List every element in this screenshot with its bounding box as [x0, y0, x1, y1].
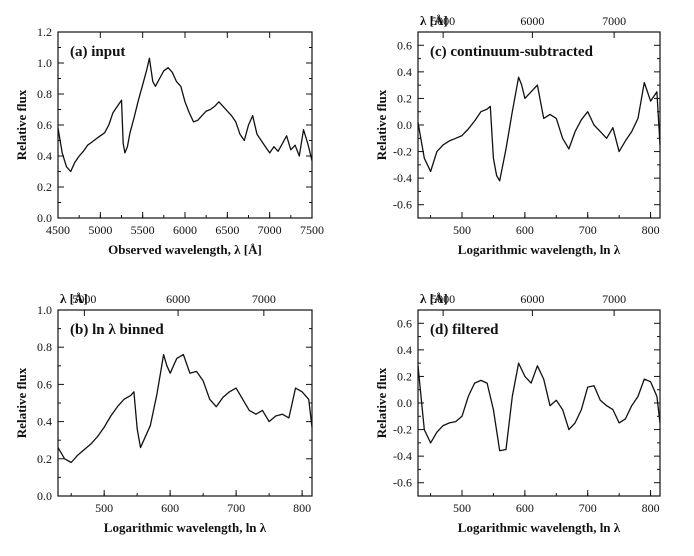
y-tick-label-b: 0.0 — [37, 489, 52, 503]
top-axis-label-c: λ [Å] — [420, 13, 448, 28]
y-tick-label-b: 0.2 — [37, 452, 52, 466]
x-tick-label-b: 700 — [227, 501, 245, 515]
top-tick-label-d: 5000 — [431, 292, 455, 306]
x-tick-label-c: 500 — [453, 223, 471, 237]
y-tick-label-d: -0.4 — [393, 449, 412, 463]
top-tick-label-b: 7000 — [252, 292, 276, 306]
y-tick-label-a: 0.4 — [37, 149, 52, 163]
y-tick-label-b: 1.0 — [37, 303, 52, 317]
y-tick-label-b: 0.8 — [37, 340, 52, 354]
x-tick-label-c: 600 — [516, 223, 534, 237]
y-axis-label-c: Relative flux — [374, 89, 389, 160]
top-tick-label-c: 6000 — [520, 14, 544, 28]
panel-title-c: (c) continuum-subtracted — [430, 44, 594, 60]
top-axis-label-b: λ [Å] — [60, 291, 88, 306]
y-tick-label-b: 0.6 — [37, 377, 52, 391]
x-tick-label-d: 500 — [453, 501, 471, 515]
x-axis-label-a: Observed wavelength, λ [Å] — [108, 242, 262, 257]
top-tick-label-b: 6000 — [166, 292, 190, 306]
top-tick-label-c: 5000 — [431, 14, 455, 28]
y-axis-label-a: Relative flux — [14, 89, 29, 160]
panel-d: -0.6 -0.4 -0.2 0.0 0.2 0.4 0.6 500 600 700 800 λ [Å… — [374, 291, 661, 535]
y-tick-label-a: 1.0 — [37, 56, 52, 70]
top-tick-label-d: 6000 — [520, 292, 544, 306]
y-tick-label-c: 0.0 — [397, 118, 412, 132]
y-tick-label-b: 0.4 — [37, 415, 52, 429]
x-tick-label-a: 5000 — [88, 223, 112, 237]
y-tick-label-c: 0.4 — [397, 65, 412, 79]
spectrum-line-b — [57, 353, 313, 464]
top-tick-label-c: 7000 — [602, 14, 626, 28]
panel-b: 0.0 0.2 0.4 0.6 0.8 1.0 500 600 700 800 λ [Å]5000 6… — [14, 291, 313, 535]
x-axis-label-b: Logarithmic wavelength, ln λ — [104, 520, 267, 535]
y-tick-label-c: -0.4 — [393, 171, 412, 185]
y-axis-label-d: Relative flux — [374, 367, 389, 438]
y-tick-label-a: 0.2 — [37, 180, 52, 194]
x-tick-label-d: 600 — [516, 501, 534, 515]
y-tick-label-a: 1.2 — [37, 25, 52, 39]
x-tick-label-c: 800 — [642, 223, 660, 237]
y-tick-label-a: 0.6 — [37, 118, 52, 132]
y-axis-label-b: Relative flux — [14, 367, 29, 438]
x-tick-label-b: 500 — [95, 501, 113, 515]
x-tick-label-a: 4500 — [46, 223, 70, 237]
x-tick-label-a: 7500 — [300, 223, 324, 237]
y-tick-label-d: 0.0 — [397, 396, 412, 410]
spectrum-line-d — [417, 362, 661, 452]
y-tick-label-c: -0.2 — [393, 145, 412, 159]
x-tick-label-d: 700 — [579, 501, 597, 515]
y-tick-label-c: 0.6 — [397, 38, 412, 52]
x-axis-label-d: Logarithmic wavelength, ln λ — [458, 520, 621, 535]
panel-c: -0.6 -0.4 -0.2 0.0 0.2 0.4 0.6 500 600 700 800 λ [Å… — [374, 13, 661, 257]
top-tick-label-d: 7000 — [602, 292, 626, 306]
x-tick-label-b: 600 — [161, 501, 179, 515]
y-tick-label-a: 0.0 — [37, 211, 52, 225]
spectrum-line-a — [57, 57, 313, 173]
top-tick-label-b: 5000 — [72, 292, 96, 306]
top-axis-label-d: λ [Å] — [420, 291, 448, 306]
x-tick-label-c: 700 — [579, 223, 597, 237]
x-tick-label-a: 6500 — [215, 223, 239, 237]
y-tick-label-c: 0.2 — [397, 91, 412, 105]
x-tick-label-a: 5500 — [131, 223, 155, 237]
y-tick-label-d: -0.6 — [393, 476, 412, 490]
x-tick-label-b: 800 — [293, 501, 311, 515]
panel-title-a: (a) input — [70, 44, 125, 60]
spectrum-line-c — [417, 76, 661, 182]
y-tick-label-d: -0.2 — [393, 423, 412, 437]
y-tick-label-d: 0.4 — [397, 343, 412, 357]
panel-a: 0.0 0.2 0.4 0.6 0.8 1.0 1.2 4500 5000 5500 6000 650… — [14, 25, 324, 257]
panel-title-b: (b) ln λ binned — [70, 322, 164, 338]
y-tick-label-d: 0.2 — [397, 369, 412, 383]
x-tick-label-a: 6000 — [173, 223, 197, 237]
y-tick-label-a: 0.8 — [37, 87, 52, 101]
x-tick-label-a: 7000 — [258, 223, 282, 237]
x-axis-label-c: Logarithmic wavelength, ln λ — [458, 242, 621, 257]
panel-title-d: (d) filtered — [430, 322, 499, 338]
x-tick-label-d: 800 — [642, 501, 660, 515]
y-tick-label-d: 0.6 — [397, 316, 412, 330]
y-tick-label-c: -0.6 — [393, 198, 412, 212]
